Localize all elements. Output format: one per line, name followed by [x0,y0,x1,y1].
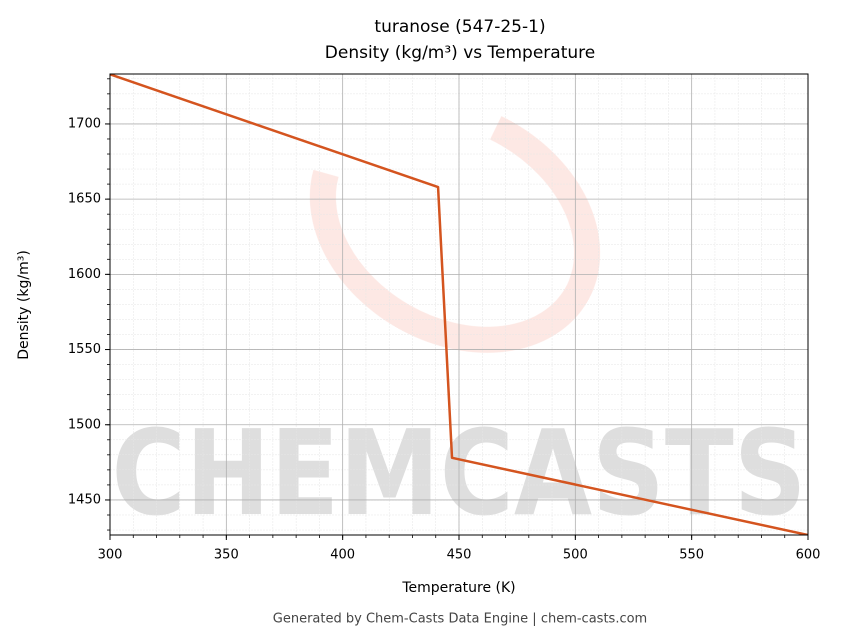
y-tick-label: 1700 [68,116,101,131]
footer: Generated by Chem-Casts Data Engine | ch… [273,612,647,627]
x-tick-label: 400 [330,548,355,563]
y-tick-label: 1450 [68,492,101,507]
y-tick-label: 1650 [68,192,101,207]
x-tick-label: 450 [447,548,472,563]
plot-frame [109,73,809,536]
x-tick-label: 550 [679,548,704,563]
watermark-ring [309,97,601,353]
x-tick-label: 350 [214,548,239,563]
y-axis-label: Density (kg/m³) [16,250,32,360]
x-tick-label: 500 [563,548,588,563]
line-series [110,74,808,535]
x-axis-label: Temperature (K) [401,580,515,596]
x-tick-label: 300 [98,548,123,563]
y-tick-label: 1550 [68,342,101,357]
y-tick-label: 1500 [68,417,101,432]
chart-subtitle: Density (kg/m³) vs Temperature [325,43,595,63]
y-tick-label: 1600 [68,267,101,282]
x-tick-label: 600 [796,548,821,563]
chart-title: turanose (547-25-1) [374,17,545,37]
